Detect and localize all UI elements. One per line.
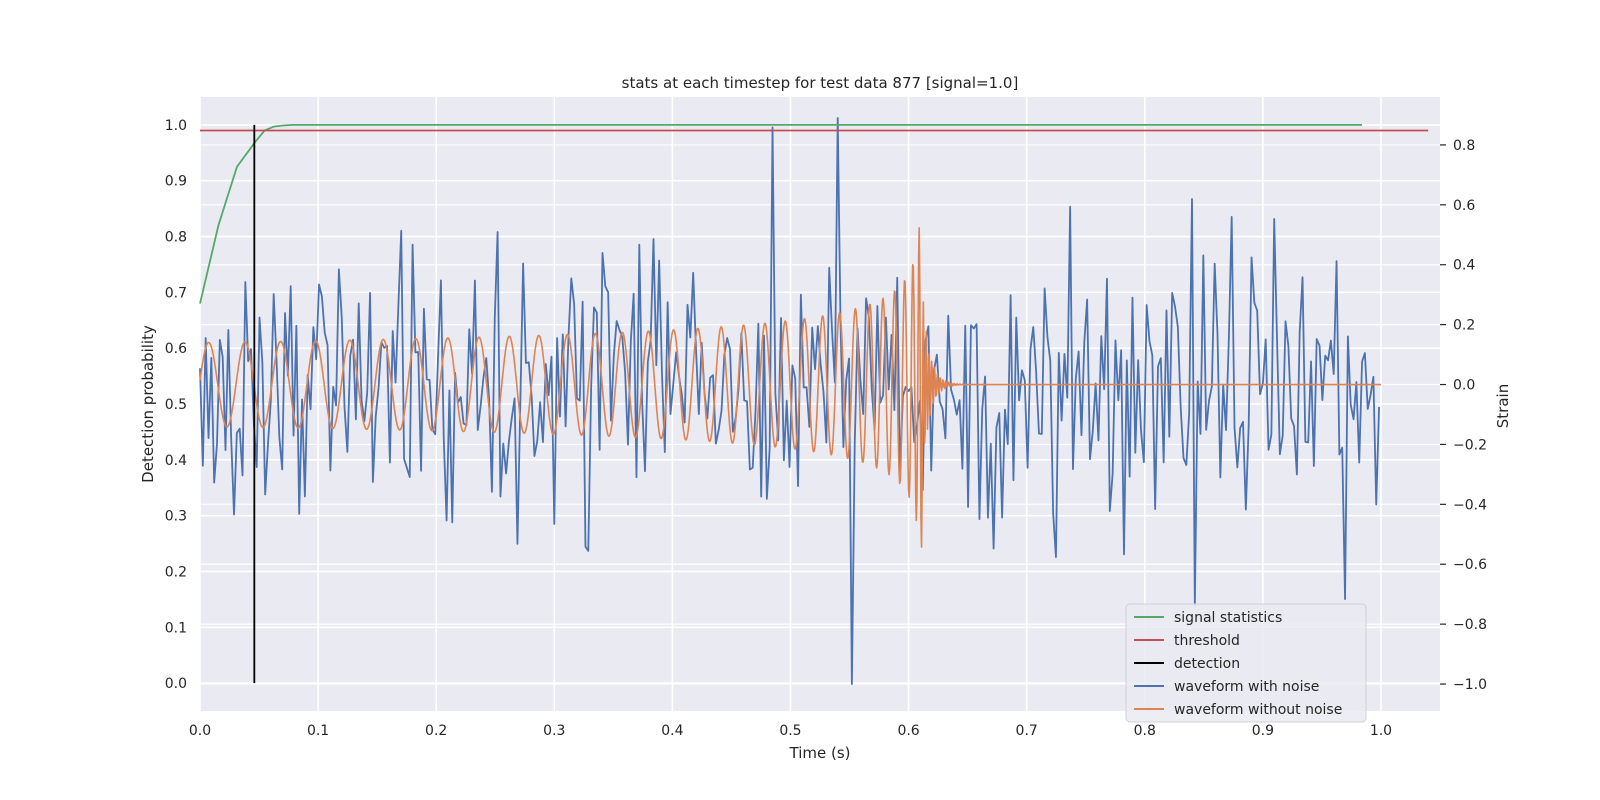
signal-statistics-line [199,124,1363,304]
legend-box [1125,603,1367,723]
x-tick-label: 1.0 [1370,723,1392,739]
axes: 0.0 0.1 0.2 0.3 0.4 0.5 0.6 0.7 0.8 0.9 1.0 0.0 0.1 0… [165,118,1487,739]
y-tick-label: 1.0 [165,118,187,134]
y-tick-label: 0.9 [165,174,187,190]
legend-label: signal statistics [1174,610,1282,626]
y-right-tick-label: 0.0 [1453,378,1475,394]
x-tick-label: 0.7 [1016,723,1038,739]
y-right-tick-label: 0.6 [1453,198,1475,214]
x-tick-label: 0.8 [1134,723,1156,739]
y-tick-label: 0.5 [165,397,187,413]
x-tick-label: 0.3 [543,723,565,739]
waveform-without-noise-line [199,226,1382,548]
y-tick-label: 0.1 [165,620,187,636]
x-tick-label: 0.2 [425,723,447,739]
y-tick-label: 0.7 [165,285,187,301]
y-right-tick-label: −0.6 [1453,557,1487,573]
legend-label: detection [1174,656,1240,672]
chart-title: stats at each timestep for test data 877… [622,74,1019,92]
x-tick-label: 0.1 [307,723,329,739]
y-right-tick-label: −1.0 [1453,677,1487,693]
y-tick-label: 0.0 [165,676,187,692]
x-tick-label: 0.6 [897,723,919,739]
y-right-tick-label: −0.2 [1453,437,1487,453]
x-tick-label: 0.0 [189,723,211,739]
y-right-tick-label: 0.4 [1453,258,1475,274]
series-layer [199,117,1429,685]
y-axis-label: Detection probability [139,325,157,483]
y-tick-label: 0.3 [165,509,187,525]
y-right-tick-label: −0.8 [1453,617,1487,633]
x-axis-label: Time (s) [789,744,851,762]
y-tick-label: 0.2 [165,564,187,580]
x-tick-label: 0.4 [661,723,683,739]
y-tick-label: 0.8 [165,230,187,246]
y-tick-label: 0.4 [165,453,187,469]
legend-label: threshold [1174,633,1240,649]
x-tick-label: 0.5 [779,723,801,739]
y-tick-label: 0.6 [165,341,187,357]
legend-label: waveform with noise [1174,679,1319,695]
y-right-tick-label: 0.2 [1453,318,1475,334]
legend: signal statistics threshold detection wavef… [1125,603,1367,723]
legend-label: waveform without noise [1174,702,1342,718]
y-right-tick-label: 0.8 [1453,138,1475,154]
waveform-with-noise-line [199,117,1380,685]
x-tick-label: 0.9 [1252,723,1274,739]
y-axis-right-label: Strain [1494,384,1512,428]
y-right-tick-label: −0.4 [1453,497,1487,513]
